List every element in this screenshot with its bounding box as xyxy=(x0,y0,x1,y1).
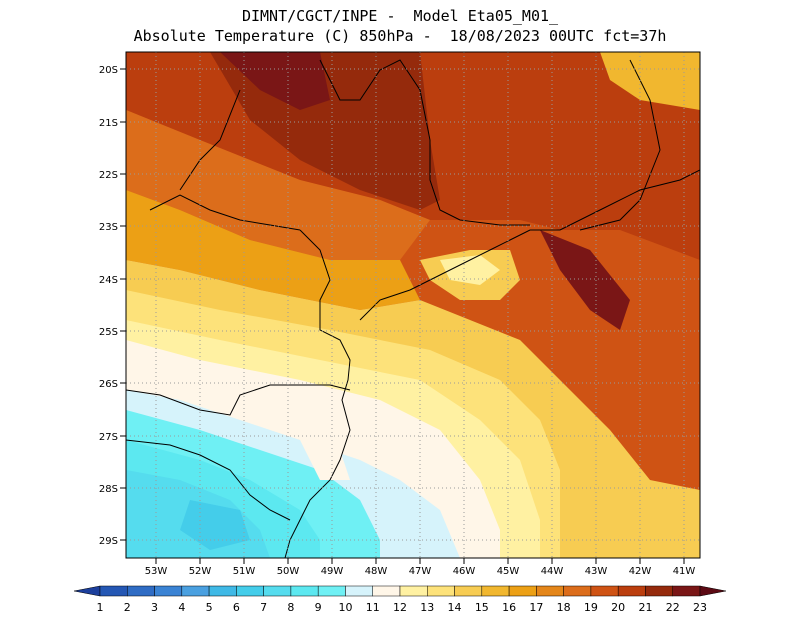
colorbar xyxy=(73,585,727,597)
colorbar-swatch xyxy=(672,585,701,597)
lat-label: 29S xyxy=(99,536,118,547)
colorbar-swatch xyxy=(454,585,483,597)
chart-title-line2: Absolute Temperature (C) 850hPa - 18/08/… xyxy=(133,27,667,45)
plot-frame xyxy=(125,51,701,559)
colorbar-swatch xyxy=(427,585,455,597)
colorbar-tick-label: 21 xyxy=(638,601,652,614)
colorbar-tick-label: 22 xyxy=(666,601,680,614)
map-gridlines xyxy=(126,52,700,558)
colorbar-swatch xyxy=(290,585,319,597)
colorbar-tick-label: 13 xyxy=(420,601,434,614)
colorbar-tick-label: 20 xyxy=(611,601,625,614)
colorbar-max-arrow xyxy=(699,585,727,597)
colorbar-tick-label: 3 xyxy=(151,601,158,614)
colorbar-tick-label: 23 xyxy=(693,601,707,614)
lat-label: 26S xyxy=(99,379,118,390)
colorbar-swatch xyxy=(208,585,237,597)
colorbar-swatch xyxy=(154,585,183,597)
colorbar-swatch xyxy=(372,585,401,597)
colorbar-swatch xyxy=(536,585,564,597)
colorbar-tick-label: 12 xyxy=(393,601,407,614)
colorbar-swatch xyxy=(590,585,619,597)
colorbar-tick-label: 1 xyxy=(97,601,104,614)
lat-label: 21S xyxy=(99,118,118,129)
colorbar-tick-label: 5 xyxy=(206,601,213,614)
chart-title-line1: DIMNT/CGCT/INPE - Model Eta05_M01_ xyxy=(241,7,559,25)
lon-label: 53W xyxy=(145,566,168,577)
lat-label: 23S xyxy=(99,222,118,233)
colorbar-swatch xyxy=(508,585,537,597)
lon-label: 45W xyxy=(497,566,520,577)
colorbar-tick-label: 10 xyxy=(338,601,352,614)
lat-label: 28S xyxy=(99,484,118,495)
lon-label: 41W xyxy=(673,566,696,577)
colorbar-swatch xyxy=(645,585,673,597)
lon-label: 48W xyxy=(365,566,388,577)
longitude-axis: 53W 52W 51W 50W 49W 48W 47W 46W 45W 44W … xyxy=(145,558,696,577)
colorbar-swatch xyxy=(236,585,264,597)
lon-label: 43W xyxy=(585,566,608,577)
colorbar-swatch xyxy=(127,585,155,597)
colorbar-tick-label: 8 xyxy=(287,601,294,614)
colorbar-swatch xyxy=(399,585,428,597)
lon-label: 50W xyxy=(277,566,300,577)
lon-label: 52W xyxy=(189,566,212,577)
colorbar-tick-label: 18 xyxy=(557,601,571,614)
colorbar-swatch xyxy=(563,585,592,597)
colorbar-tick-label: 7 xyxy=(260,601,267,614)
colorbar-swatch xyxy=(317,585,346,597)
lat-label: 20S xyxy=(99,65,118,76)
lon-label: 42W xyxy=(629,566,652,577)
colorbar-tick-label: 6 xyxy=(233,601,240,614)
colorbar-labels: 1 2 3 4 5 6 7 8 9 10 11 12 13 14 15 16 17 18 19 20 21 22 23 xyxy=(97,601,708,614)
lat-label: 25S xyxy=(99,327,118,338)
latitude-axis: 20S 21S 22S 23S 24S 25S 26S 27S 28S 29S xyxy=(99,65,126,547)
temperature-field xyxy=(126,52,700,558)
colorbar-tick-label: 11 xyxy=(366,601,380,614)
colorbar-tick-label: 4 xyxy=(178,601,185,614)
colorbar-tick-label: 16 xyxy=(502,601,516,614)
colorbar-tick-label: 15 xyxy=(475,601,489,614)
colorbar-swatch xyxy=(99,585,128,597)
colorbar-swatch xyxy=(263,585,292,597)
lat-label: 27S xyxy=(99,432,118,443)
colorbar-swatch xyxy=(345,585,373,597)
coastline-borders xyxy=(126,59,700,558)
lat-label: 22S xyxy=(99,170,118,181)
lon-label: 47W xyxy=(409,566,432,577)
colorbar-tick-label: 2 xyxy=(124,601,131,614)
colorbar-tick-label: 17 xyxy=(529,601,543,614)
colorbar-swatch xyxy=(617,585,646,597)
colorbar-tick-label: 19 xyxy=(584,601,598,614)
colorbar-swatch xyxy=(481,585,510,597)
lon-label: 49W xyxy=(321,566,344,577)
colorbar-min-arrow xyxy=(73,585,101,597)
lon-label: 51W xyxy=(233,566,256,577)
colorbar-tick-label: 14 xyxy=(448,601,462,614)
lon-label: 44W xyxy=(541,566,564,577)
colorbar-tick-label: 9 xyxy=(315,601,322,614)
lon-label: 46W xyxy=(453,566,476,577)
lat-label: 24S xyxy=(99,275,118,286)
colorbar-swatch xyxy=(181,585,210,597)
